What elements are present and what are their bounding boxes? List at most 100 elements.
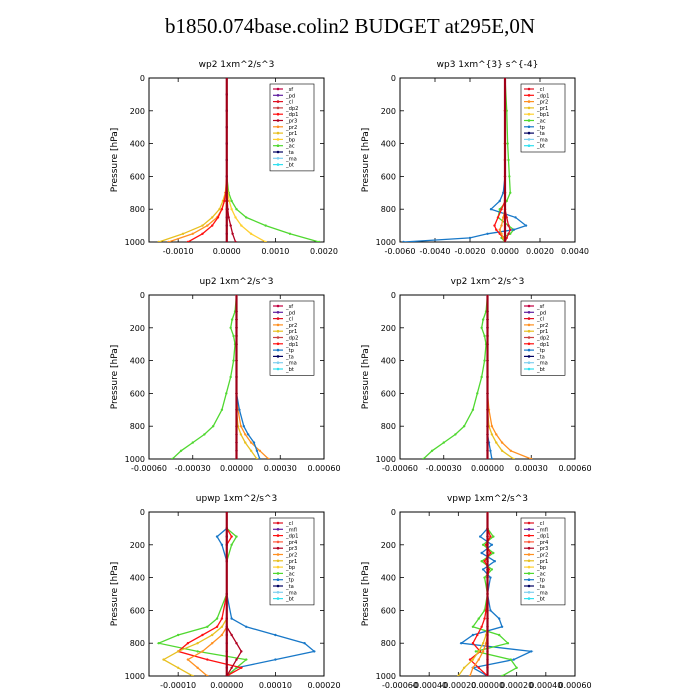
series-point-tp [486, 232, 489, 235]
series-point-ac [245, 216, 248, 219]
series-point-dp1 [500, 208, 503, 211]
legend-marker [276, 553, 280, 556]
legend-marker [276, 578, 280, 581]
series-point-tp [512, 658, 515, 661]
legend-marker [527, 546, 531, 550]
series-point-tp [498, 199, 501, 203]
series-point-pr3 [235, 658, 238, 661]
legend-marker [276, 565, 280, 569]
legend-label: _pr2 [285, 553, 297, 559]
series-point-ac [245, 658, 248, 661]
y-tick-label: 600 [381, 606, 396, 615]
legend-label: _tp [285, 348, 295, 354]
series-point-dp1 [495, 228, 498, 231]
legend-marker [276, 157, 280, 160]
legend-marker [527, 559, 531, 563]
series-point-bp [249, 232, 253, 235]
x-tick-label: 0.00060 [558, 464, 591, 473]
x-tick-label: 0.00060 [558, 681, 591, 690]
legend-label: _ma [536, 590, 548, 596]
panel-wp3: wp3 1xm^{3} s^{-4} Pressure [hPa] 0 200 400 6… [361, 60, 589, 256]
series-point-dp1 [179, 449, 183, 452]
series-point-pr2 [258, 449, 262, 452]
legend-label: _bt [536, 144, 545, 150]
series-point-dp1 [223, 199, 226, 203]
series-point-pr2 [502, 236, 505, 240]
series-point-ac [235, 535, 238, 538]
series-point-dp1 [215, 625, 219, 628]
legend-marker [276, 317, 280, 320]
y-tick-label: 400 [381, 574, 396, 583]
y-tick-label: 1000 [125, 238, 145, 247]
legend: _sf_pd_cl_pr2_pr1_dp2_dp1_tp_ta_ma_bt [520, 300, 566, 376]
legend-label: _bt [285, 163, 294, 169]
panel-upwp: upwp 1xm^2/s^3 Pressure [hPa] 0 200 400 600 80… [110, 494, 341, 690]
y-tick-label: 800 [130, 422, 145, 431]
series-point-dp1 [483, 334, 486, 338]
legend-marker [276, 131, 280, 135]
series-point-pr2 [500, 224, 503, 227]
series-line-tp [459, 512, 534, 676]
y-tick-label: 600 [130, 172, 145, 181]
series-point-dp1 [471, 408, 475, 411]
legend-label: _dp2 [285, 336, 298, 342]
series-point-dp1 [468, 658, 472, 661]
legend-marker [276, 361, 280, 365]
series-point-pr3 [229, 224, 232, 227]
series-point-pr3 [235, 642, 238, 645]
legend-label: _bp [285, 565, 296, 571]
series-point-pr1 [457, 674, 460, 676]
legend-marker [276, 597, 280, 600]
series-point-ac [176, 633, 180, 637]
legend-label: _cl [285, 521, 293, 527]
series-group [157, 78, 321, 242]
series-point-tp [489, 576, 492, 579]
series-point-pr2 [500, 441, 504, 444]
legend-label: _pr4 [536, 540, 549, 546]
y-axis-label: Pressure [hPa] [361, 345, 371, 410]
panel-vpwp: vpwp 1xm^2/s^3 Pressure [hPa] 0 200 400 600 80… [361, 494, 592, 690]
legend-label: _pr1 [285, 329, 297, 335]
series-point-bp [230, 208, 233, 211]
y-tick-label: 400 [381, 357, 396, 366]
x-tick-label: 0.00020 [307, 681, 340, 690]
series-point-tp [524, 224, 528, 227]
legend-marker [276, 559, 280, 563]
series-point-pr3 [240, 650, 243, 653]
panel-title: vp2 1xm^2/s^3 [451, 277, 525, 287]
series-point-tp [490, 457, 494, 459]
series-point-pr1 [244, 441, 247, 444]
legend-marker [276, 144, 280, 147]
legend-label: _bp1 [536, 112, 549, 118]
series-point-pr2 [206, 674, 209, 676]
legend-marker [527, 342, 531, 346]
series-point-dp1 [210, 224, 214, 227]
y-tick-label: 800 [381, 422, 396, 431]
series-point-tp [255, 449, 259, 452]
series-point-ac [477, 617, 480, 620]
series-point-pr1 [176, 650, 180, 653]
y-tick-label: 800 [130, 639, 145, 648]
y-tick-label: 600 [381, 389, 396, 398]
series-point-dp1 [186, 642, 190, 645]
panel-title: up2 1xm^2/s^3 [199, 277, 273, 287]
x-tick-label: 0.00010 [259, 681, 292, 690]
legend: _sf_pd_cl_pr2_pr1_dp2_dp1_tp_ta_ma_bt [269, 300, 315, 376]
series-point-pr3 [230, 666, 233, 669]
y-tick-label: 0 [140, 74, 145, 83]
series-point-dp1 [476, 633, 479, 637]
legend-label: _ta [285, 354, 294, 360]
legend-label: _pr2 [285, 125, 297, 131]
legend-label: _cl [536, 317, 544, 323]
y-tick-label: 400 [130, 357, 145, 366]
series-point-dp1 [442, 441, 445, 444]
y-tick-label: 0 [391, 508, 396, 517]
panel-title: wp3 1xm^{3} s^{-4} [437, 60, 539, 70]
y-tick-label: 600 [130, 606, 145, 615]
legend-marker [527, 528, 531, 531]
x-tick-label: 0.00060 [307, 464, 340, 473]
series-point-ac [508, 175, 511, 178]
legend-marker [276, 534, 280, 537]
series-point-pr2 [196, 666, 199, 669]
legend-marker [276, 119, 280, 122]
